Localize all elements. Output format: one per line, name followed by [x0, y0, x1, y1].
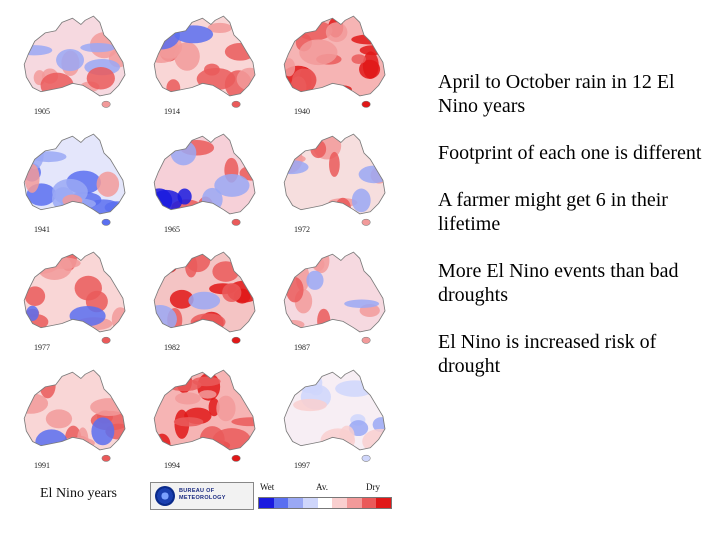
legend-wet-label: Wet	[260, 482, 275, 492]
legend-swatch	[317, 498, 333, 508]
map-year-label: 1994	[164, 461, 180, 470]
legend-swatch	[303, 498, 318, 508]
bom-emblem-icon	[155, 486, 175, 506]
bullet-item: A farmer might get 6 in their lifetime	[438, 189, 668, 235]
rainfall-map-1940: 1940	[283, 15, 386, 116]
bureau-of-meteorology-logo: BUREAU OF METEOROLOGY	[150, 482, 254, 510]
legend-swatch	[376, 498, 392, 508]
rainfall-map-1972: 1972	[283, 133, 386, 234]
legend-average-label: Av.	[316, 482, 328, 492]
legend-swatch	[288, 498, 304, 508]
map-year-label: 1982	[164, 343, 180, 352]
map-year-label: 1965	[164, 225, 180, 234]
rainfall-map-1987: 1987	[283, 251, 386, 352]
map-year-label: 1972	[294, 225, 310, 234]
legend-swatch	[347, 498, 362, 508]
bullet-list: April to October rain in 12 El Nino year…	[438, 70, 708, 401]
rainfall-map-1997: 1997	[283, 369, 386, 470]
map-year-label: 1987	[294, 343, 310, 352]
rainfall-map-1914: 1914	[153, 15, 256, 116]
map-year-label: 1905	[34, 107, 50, 116]
rainfall-map-1941: 1941	[23, 133, 126, 234]
legend-swatch	[259, 498, 274, 508]
rainfall-legend: Wet Av. Dry	[258, 482, 392, 512]
map-year-label: 1941	[34, 225, 50, 234]
map-year-label: 1997	[294, 461, 310, 470]
legend-dry-label: Dry	[366, 482, 380, 492]
map-year-label: 1940	[294, 107, 310, 116]
el-nino-rainfall-maps: 1905 1914 1940 1941 1965 1972 1977 1982 1987 1991…	[23, 15, 386, 470]
rainfall-map-1991: 1991	[23, 369, 126, 470]
legend-color-scale	[258, 497, 392, 509]
rainfall-map-1994: 1994	[153, 369, 256, 470]
bullet-item: More El Nino events than bad droughts	[438, 260, 679, 306]
logo-line-1: BUREAU OF	[179, 488, 215, 494]
legend-swatch	[361, 498, 377, 508]
el-nino-years-caption: El Nino years	[40, 486, 117, 501]
rainfall-map-1965: 1965	[153, 133, 256, 234]
map-year-label: 1991	[34, 461, 50, 470]
map-year-label: 1914	[164, 107, 180, 116]
map-year-label: 1977	[34, 343, 50, 352]
rainfall-map-1982: 1982	[153, 251, 256, 352]
rainfall-map-1905: 1905	[23, 15, 126, 116]
legend-swatch	[332, 498, 348, 508]
bullet-item: April to October rain in 12 El Nino year…	[438, 71, 675, 117]
logo-line-2: METEOROLOGY	[179, 495, 226, 501]
rainfall-map-1977: 1977	[23, 251, 126, 352]
bullet-item: El Nino is increased risk of drought	[438, 331, 657, 377]
legend-swatch	[273, 498, 289, 508]
bullet-item: Footprint of each one is different	[438, 142, 702, 164]
